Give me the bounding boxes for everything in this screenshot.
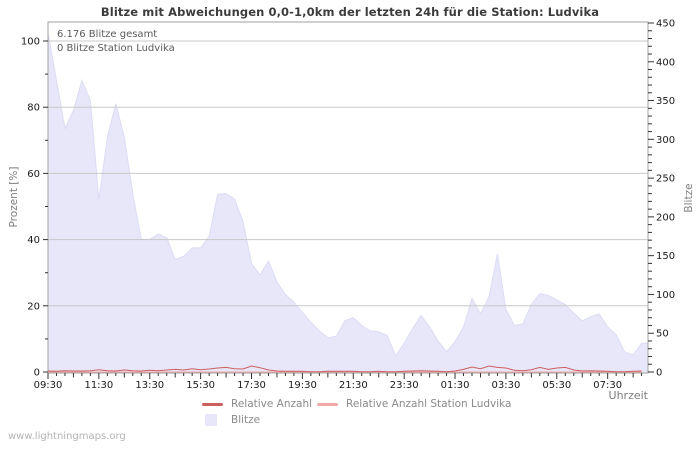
svg-text:50: 50 <box>656 329 669 340</box>
svg-text:01:30: 01:30 <box>441 380 470 391</box>
svg-text:250: 250 <box>656 174 675 185</box>
watermark-link: www.lightningmaps.org <box>8 431 126 442</box>
svg-text:17:30: 17:30 <box>237 380 266 391</box>
svg-text:300: 300 <box>656 135 675 146</box>
page-title: Blitze mit Abweichungen 0,0-1,0km der le… <box>100 5 600 19</box>
legend-item-relative-anzahl: Relative Anzahl <box>231 398 313 410</box>
legend-swatch-relative-anzahl-station <box>317 403 338 406</box>
svg-text:21:30: 21:30 <box>339 380 368 391</box>
svg-text:150: 150 <box>656 251 675 262</box>
svg-text:07:30: 07:30 <box>593 380 622 391</box>
svg-text:03:30: 03:30 <box>492 380 521 391</box>
svg-text:23:30: 23:30 <box>390 380 419 391</box>
svg-text:60: 60 <box>27 169 40 180</box>
svg-text:100: 100 <box>656 290 675 301</box>
svg-text:05:30: 05:30 <box>542 380 571 391</box>
svg-text:13:30: 13:30 <box>135 380 164 391</box>
svg-text:100: 100 <box>21 37 40 48</box>
svg-text:40: 40 <box>27 235 40 246</box>
svg-text:15:30: 15:30 <box>186 380 215 391</box>
legend-item-relative-anzahl-station: Relative Anzahl Station Ludvika <box>346 398 512 410</box>
svg-text:80: 80 <box>27 103 40 114</box>
y-axis-right-label: Blitze <box>683 183 695 213</box>
legend-item-blitze: Blitze <box>231 414 261 426</box>
svg-text:20: 20 <box>27 301 40 312</box>
svg-text:11:30: 11:30 <box>84 380 113 391</box>
svg-text:350: 350 <box>656 96 675 107</box>
x-axis-label: Uhrzeit <box>608 389 648 402</box>
svg-text:19:30: 19:30 <box>288 380 317 391</box>
svg-text:0: 0 <box>656 368 662 379</box>
svg-text:0: 0 <box>34 368 40 379</box>
legend-swatch-relative-anzahl <box>202 403 223 406</box>
svg-text:450: 450 <box>656 19 675 30</box>
y-axis-left-label: Prozent [%] <box>8 166 20 228</box>
svg-text:400: 400 <box>656 57 675 68</box>
legend-swatch-blitze <box>205 414 217 426</box>
svg-text:09:30: 09:30 <box>34 380 63 391</box>
annotation-station-blitze: 0 Blitze Station Ludvika <box>57 43 175 54</box>
annotation-total-blitze: 6.176 Blitze gesamt <box>57 29 158 40</box>
svg-text:200: 200 <box>656 212 675 223</box>
